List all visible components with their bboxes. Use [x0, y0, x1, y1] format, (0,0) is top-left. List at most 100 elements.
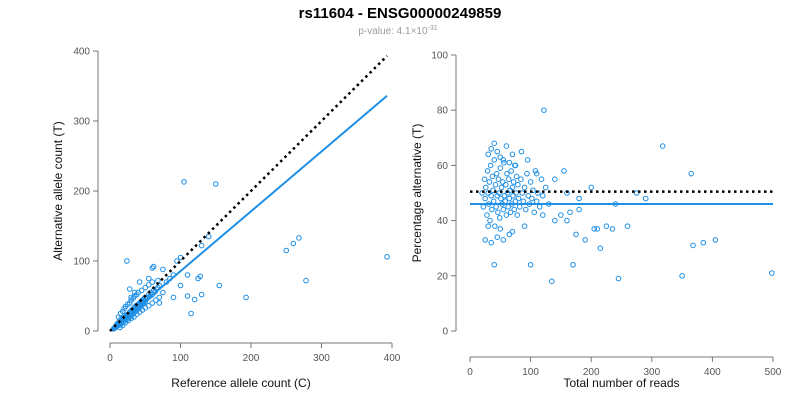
counts-data-point — [136, 279, 143, 285]
counts-data-point — [205, 233, 212, 240]
counts-data-point — [177, 282, 184, 289]
percentage-data-point — [690, 242, 696, 249]
counts-data-point — [384, 253, 390, 260]
percentage-data-point — [487, 217, 493, 224]
percentage-data-point — [609, 226, 616, 232]
counts-x-tick-label: 100 — [172, 353, 189, 364]
counts-data-point — [128, 294, 134, 301]
percentage-data-point — [498, 195, 504, 202]
percentage-data-point — [490, 198, 497, 205]
percentage-data-point — [494, 234, 501, 240]
percentage-data-point — [502, 198, 508, 205]
chart-subtitle: p-value: 4.1×10-31 — [358, 25, 437, 37]
percentage-data-point — [506, 231, 513, 238]
counts-x-tick-label: 400 — [384, 353, 401, 364]
percentage-data-point — [529, 195, 535, 202]
percentage-x-tick-label: 0 — [467, 367, 473, 378]
counts-data-point — [160, 266, 166, 273]
percentage-data-point — [564, 217, 570, 224]
counts-data-point — [283, 247, 290, 254]
percentage-data-point — [516, 204, 523, 210]
counts-data-point — [119, 322, 126, 329]
counts-data-point — [156, 294, 163, 301]
percentage-data-point — [549, 278, 555, 285]
percentage-data-point — [603, 223, 610, 229]
percentage-data-point — [500, 206, 507, 213]
percentage-data-point — [538, 176, 545, 182]
percentage-data-point — [490, 187, 496, 194]
percentage-data-point — [501, 159, 507, 166]
counts-data-point — [145, 303, 152, 309]
percentage-data-point — [561, 168, 567, 174]
counts-data-point — [124, 258, 130, 264]
counts-data-point — [138, 287, 145, 294]
percentage-data-point — [570, 261, 576, 268]
counts-data-point — [198, 291, 205, 298]
percentage-data-point — [576, 206, 582, 213]
counts-y-tick-label: 100 — [73, 257, 90, 268]
percentage-data-point — [597, 245, 604, 251]
percentage-data-point — [494, 148, 501, 155]
counts-data-point — [216, 282, 223, 289]
percentage-data-point — [539, 212, 546, 218]
percentage-data-point — [491, 157, 498, 163]
percentage-data-point — [488, 192, 495, 199]
percentage-data-point — [533, 170, 540, 177]
percentage-data-point — [542, 184, 549, 191]
percentage-data-point — [558, 212, 564, 218]
percentage-data-point — [498, 184, 505, 191]
percentage-data-point — [594, 226, 601, 232]
percentage-data-point — [482, 237, 488, 243]
counts-data-point — [170, 294, 177, 301]
counts-data-point — [296, 235, 302, 241]
percentage-data-point — [491, 261, 498, 268]
counts-data-point — [188, 310, 194, 317]
percentage-data-point — [573, 231, 579, 238]
percentage-data-point — [539, 192, 546, 199]
percentage-data-point — [482, 195, 488, 202]
percentage-data-point — [527, 261, 534, 268]
percentage-data-point — [505, 176, 512, 182]
pvalue-exponent: -31 — [428, 25, 438, 32]
counts-data-point — [142, 284, 149, 291]
percentage-data-point — [480, 204, 487, 210]
percentage-x-tick-label: 200 — [583, 367, 600, 378]
scatter-plot-counts: 0 100 200 300 400 0 100 200 300 400 Reference alle… — [51, 47, 401, 391]
counts-y-tick-label: 300 — [73, 117, 90, 128]
counts-data-point — [156, 300, 163, 306]
percentage-data-point — [567, 209, 573, 216]
percentage-data-point — [688, 170, 694, 177]
percentage-data-point — [513, 190, 519, 196]
percentage-data-point — [518, 176, 524, 182]
percentage-data-point — [633, 190, 640, 196]
percentage-data-point — [524, 170, 530, 177]
percentage-data-point — [518, 148, 525, 155]
percentage-data-point — [679, 273, 685, 279]
percentage-data-point — [524, 157, 531, 163]
counts-fit-line — [109, 95, 388, 332]
percentage-data-point — [515, 181, 521, 188]
percentage-data-point — [700, 239, 707, 246]
counts-x-tick-label: 300 — [313, 353, 330, 364]
percentage-data-point — [488, 146, 495, 152]
percentage-data-point — [511, 206, 518, 213]
percentage-data-point — [484, 212, 490, 218]
percentage-data-point — [488, 239, 495, 246]
percentage-data-point — [531, 209, 538, 216]
counts-data-point — [126, 300, 133, 306]
percentage-data-point — [487, 162, 494, 169]
percentage-y-tick-label: 0 — [442, 327, 448, 338]
percentage-data-point — [484, 168, 491, 174]
percentage-data-point — [588, 184, 595, 191]
counts-data-point — [119, 308, 126, 315]
percentage-y-axis-title: Percentage alternative (T) — [410, 124, 424, 263]
percentage-data-point — [552, 217, 558, 224]
percentage-data-point — [768, 270, 775, 276]
counts-data-point — [160, 289, 166, 296]
percentage-data-point — [491, 140, 498, 147]
percentage-y-tick-label: 60 — [437, 161, 449, 172]
percentage-data-point — [536, 204, 543, 210]
counts-x-axis-title: Reference allele count (C) — [171, 376, 310, 390]
percentage-data-point — [514, 212, 521, 218]
